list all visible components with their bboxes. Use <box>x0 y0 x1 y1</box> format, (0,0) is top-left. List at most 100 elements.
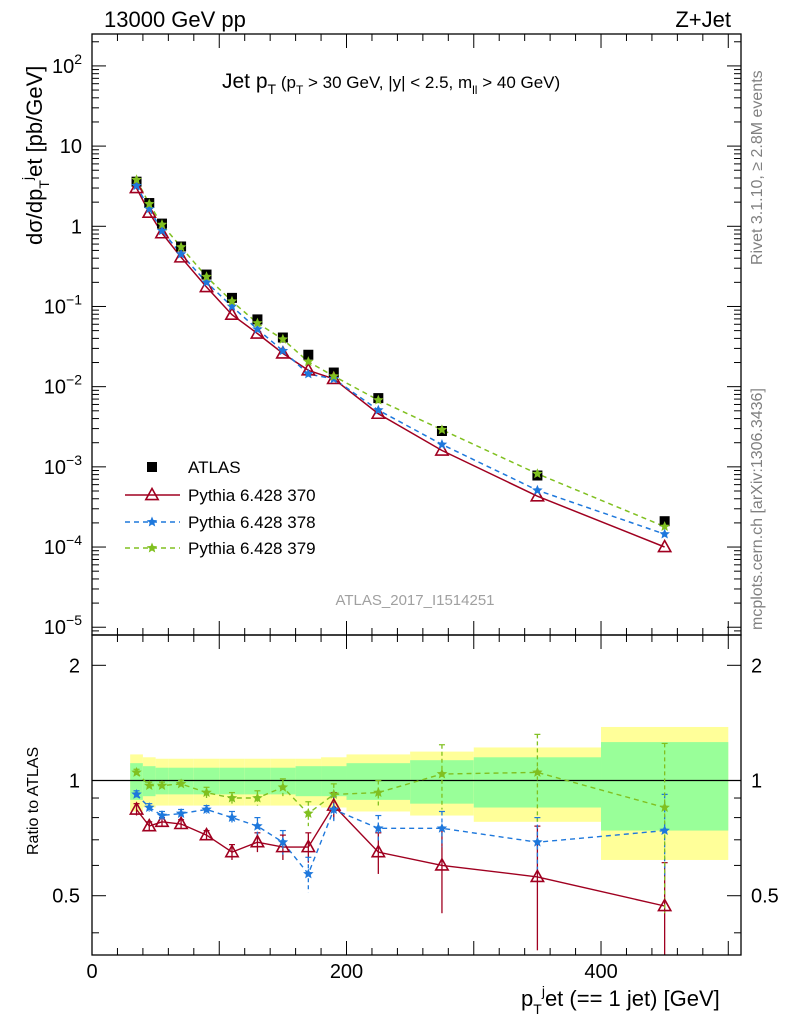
main-point-p379 <box>252 317 263 328</box>
main-point-p370 <box>154 225 170 239</box>
y-tick-label-main: 10−4 <box>44 532 82 559</box>
analysis-watermark: ATLAS_2017_I1514251 <box>335 592 494 609</box>
y-tick-base: 10 <box>44 617 66 639</box>
ratio-tick-label-right: 2 <box>751 655 762 677</box>
y-tick-label-main: 10−3 <box>44 452 82 479</box>
main-point-p378 <box>144 203 155 214</box>
ratio-tick-label-left: 0.5 <box>52 886 80 908</box>
plot-title-cuts-1: (p <box>276 73 296 92</box>
y-tick-base: 10 <box>44 296 66 318</box>
ratio-point-p370 <box>249 834 265 848</box>
y-tick-exponent: −4 <box>66 532 82 548</box>
main-point-p379 <box>659 521 670 532</box>
ratio-point-p378 <box>303 868 314 879</box>
ratio-point-p379 <box>252 792 263 803</box>
main-point-p378 <box>156 225 168 236</box>
main-point-p378 <box>131 180 142 191</box>
ratio-point-p370 <box>154 813 170 828</box>
main-point-p378 <box>175 248 187 259</box>
ratio-point-p379 <box>659 802 670 812</box>
ratio-point-p370 <box>198 826 215 841</box>
plot-title-cuts-3: > 40 GeV) <box>477 73 560 92</box>
ratio-point-p379 <box>277 781 289 792</box>
plot-title-main-sub: T <box>268 81 277 97</box>
y-tick-exponent: −1 <box>66 291 82 307</box>
x-tick-label: 400 <box>584 961 617 983</box>
main-point-p370 <box>529 488 545 502</box>
ratio-point-p370 <box>141 817 157 832</box>
ratio-point-p379 <box>373 787 384 798</box>
legend-marker-0 <box>147 462 157 472</box>
main-point-p378 <box>303 368 314 379</box>
ratio-point-p370 <box>529 868 545 883</box>
ratio-tick-label-right: 0.5 <box>751 886 779 908</box>
legend-label-2: Pythia 6.428 378 <box>188 513 316 532</box>
y-tick-exponent: −3 <box>66 452 82 468</box>
ratio-point-p378 <box>532 836 543 847</box>
ratio-point-p378 <box>226 812 238 823</box>
mcplots-label: mcplots.cern.ch [arXiv:1306.3436] <box>749 388 766 630</box>
main-point-p370 <box>657 538 673 553</box>
main-point-p370 <box>434 442 450 456</box>
main-point-p370 <box>129 179 145 194</box>
ratio-point-p379 <box>175 778 187 789</box>
y-tick-exponent: −2 <box>66 372 82 388</box>
ratio-point-p379 <box>201 787 212 798</box>
ratio-point-p379 <box>156 780 168 791</box>
ratio-point-p378 <box>131 788 142 799</box>
ratio-band-inner <box>295 766 322 797</box>
ratio-point-p379 <box>436 768 448 779</box>
ratio-point-p379 <box>144 780 155 791</box>
ratio-point-p378 <box>373 822 384 833</box>
rivet-label: Rivet 3.1.10, ≥ 2.8M events <box>749 70 766 265</box>
ratio-point-p379 <box>328 788 340 799</box>
ratio-point-p378 <box>436 822 448 833</box>
ratio-point-p379 <box>532 766 543 777</box>
y-axis-title-main: dσ/dpTjet [pb/GeV] <box>19 66 52 245</box>
y-title-p1-sub: T <box>36 180 52 189</box>
y-tick-label-main: 10−1 <box>44 291 82 318</box>
y-tick-label-main: 10 <box>60 136 82 158</box>
plot-title-main: Jet p <box>222 70 268 93</box>
y-axis-title-ratio: Ratio to ATLAS <box>25 747 42 855</box>
main-point-p378 <box>277 345 289 356</box>
ratio-point-p378 <box>175 807 187 818</box>
plot-title-cuts-1-sub: T <box>296 83 304 97</box>
main-point-p370 <box>198 278 215 293</box>
y-tick-label-main: 10−5 <box>44 612 82 639</box>
x-tick-label: 200 <box>330 961 363 983</box>
ratio-point-p378 <box>328 803 340 814</box>
ratio-point-p370 <box>173 815 189 830</box>
main-point-p379 <box>201 271 212 282</box>
main-point-p379 <box>373 394 384 405</box>
legend-marker-1 <box>144 486 160 501</box>
ratio-point-p378 <box>156 810 168 820</box>
legend-label-3: Pythia 6.428 379 <box>188 539 316 558</box>
y-tick-exponent: 2 <box>74 51 82 67</box>
main-point-p370 <box>249 325 265 339</box>
main-point-p370 <box>173 249 189 263</box>
main-point-p379 <box>436 424 448 435</box>
main-point-p379 <box>156 219 168 230</box>
header-left: 13000 GeV pp <box>104 7 246 32</box>
x-title-p1: p <box>521 986 533 1011</box>
y-tick-base: 10 <box>60 136 82 158</box>
y-tick-base: 10 <box>52 56 74 78</box>
main-point-p378 <box>226 300 238 311</box>
y-tick-label-main: 1 <box>71 216 82 238</box>
main-point-p378 <box>532 484 543 495</box>
main-point-p379 <box>226 295 238 306</box>
x-axis-title: pTjet (== 1 jet) [GeV] <box>521 983 720 1017</box>
main-point-p379 <box>175 241 187 252</box>
y-title-p1: dσ/dp <box>22 189 47 245</box>
ratio-point-p370 <box>434 857 450 871</box>
ratio-point-p370 <box>300 838 316 853</box>
x-title-p2: et (== 1 jet) [GeV] <box>545 986 720 1011</box>
main-point-p379 <box>144 198 155 209</box>
y-tick-base: 10 <box>44 537 66 559</box>
main-point-p370 <box>275 345 291 359</box>
ratio-point-p379 <box>303 807 314 818</box>
main-point-p379 <box>277 333 289 344</box>
plot-title: Jet pT (pT > 30 GeV, |y| < 2.5, mll > 40… <box>222 70 560 97</box>
ratio-point-p378 <box>144 802 155 812</box>
